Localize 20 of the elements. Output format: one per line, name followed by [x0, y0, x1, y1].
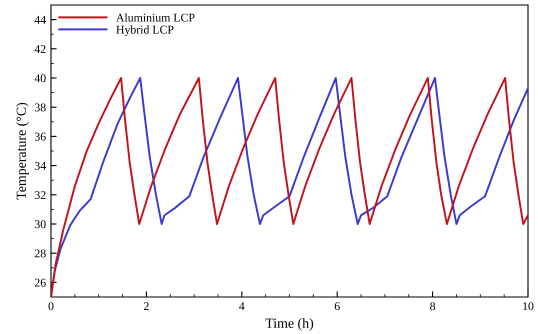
y-tick-label: 36: [34, 132, 46, 141]
y-tick-label: 34: [34, 162, 46, 170]
x-tick-label: 10: [523, 302, 534, 310]
y-tick-label: 44: [34, 16, 46, 24]
y-tick-label: 40: [34, 74, 46, 82]
y-tick-label: 26: [34, 278, 46, 287]
x-axis-title: Time (h): [266, 318, 314, 331]
y-tick-label: 30: [34, 220, 46, 228]
legend-label: Aluminium LCP: [116, 13, 194, 22]
x-tick-label: 4: [239, 302, 245, 310]
y-tick-label: 32: [34, 191, 46, 200]
x-tick-label: 8: [430, 302, 436, 310]
y-axis-title: Temperature (°C): [16, 102, 29, 200]
y-tick-label: 28: [34, 249, 46, 258]
x-tick-label: 6: [334, 302, 340, 310]
x-tick-label: 0: [48, 302, 54, 310]
y-tick-label: 38: [34, 103, 46, 112]
y-tick-label: 42: [34, 45, 46, 53]
legend-label: Hybrid LCP: [116, 25, 174, 36]
x-tick-label: 2: [144, 302, 149, 310]
